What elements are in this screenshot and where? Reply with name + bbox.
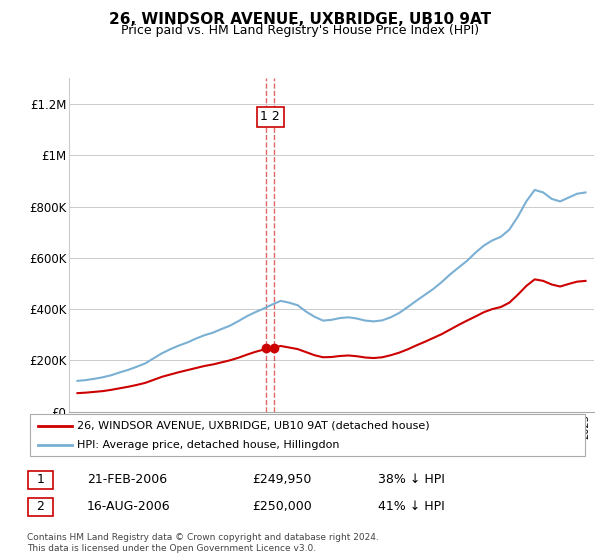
Text: £250,000: £250,000 xyxy=(252,500,312,514)
Text: 1 2: 1 2 xyxy=(260,110,280,123)
Text: HPI: Average price, detached house, Hillingdon: HPI: Average price, detached house, Hill… xyxy=(77,440,340,450)
Text: Price paid vs. HM Land Registry's House Price Index (HPI): Price paid vs. HM Land Registry's House … xyxy=(121,24,479,37)
Text: 41% ↓ HPI: 41% ↓ HPI xyxy=(378,500,445,514)
Text: Contains HM Land Registry data © Crown copyright and database right 2024.
This d: Contains HM Land Registry data © Crown c… xyxy=(27,533,379,553)
Text: 1: 1 xyxy=(37,473,44,487)
FancyBboxPatch shape xyxy=(30,414,585,456)
FancyBboxPatch shape xyxy=(28,498,53,516)
Text: 16-AUG-2006: 16-AUG-2006 xyxy=(87,500,170,514)
Text: 2: 2 xyxy=(37,500,44,514)
Text: 38% ↓ HPI: 38% ↓ HPI xyxy=(378,473,445,487)
FancyBboxPatch shape xyxy=(28,471,53,489)
Text: 21-FEB-2006: 21-FEB-2006 xyxy=(87,473,167,487)
Text: 26, WINDSOR AVENUE, UXBRIDGE, UB10 9AT: 26, WINDSOR AVENUE, UXBRIDGE, UB10 9AT xyxy=(109,12,491,27)
Text: £249,950: £249,950 xyxy=(252,473,311,487)
Text: 26, WINDSOR AVENUE, UXBRIDGE, UB10 9AT (detached house): 26, WINDSOR AVENUE, UXBRIDGE, UB10 9AT (… xyxy=(77,421,430,431)
